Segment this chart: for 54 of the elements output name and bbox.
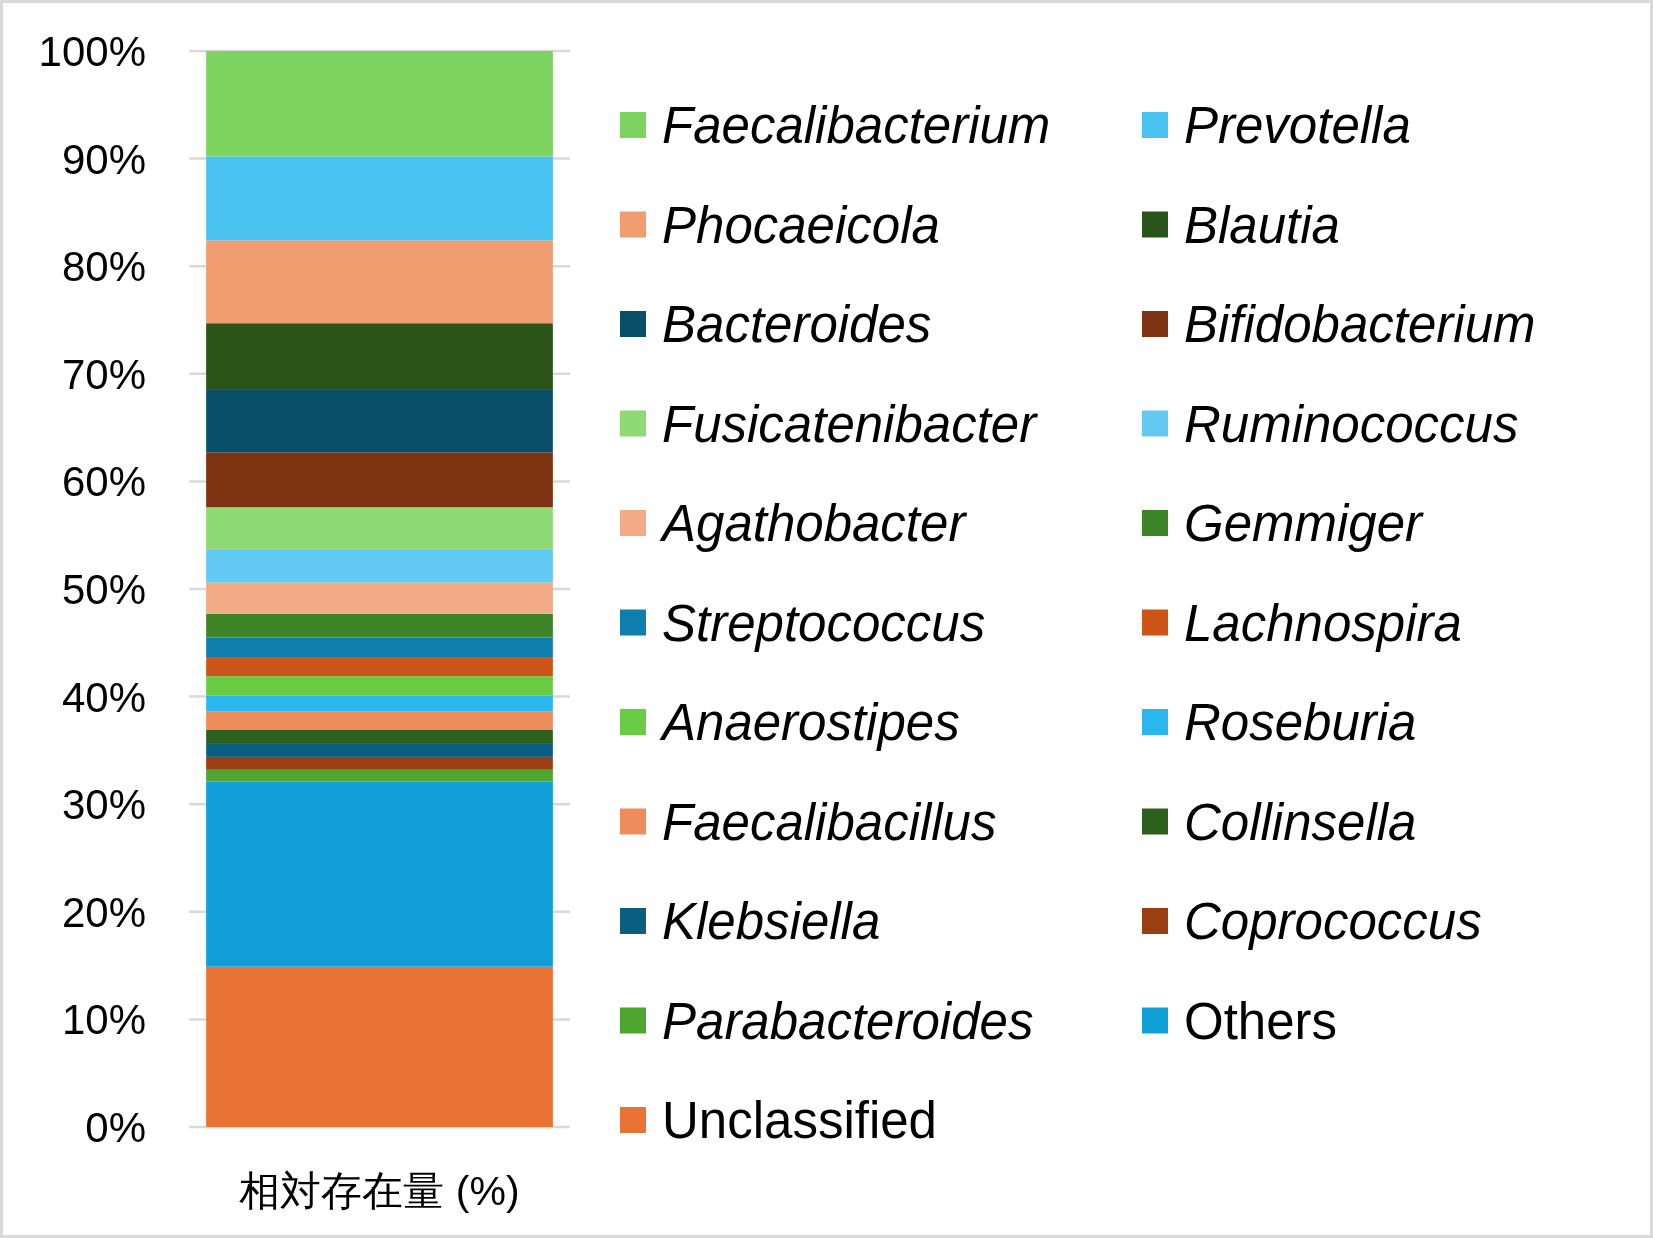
legend-label: Lachnospira bbox=[1184, 594, 1462, 652]
bar bbox=[206, 582, 553, 614]
y-tick-label: 60% bbox=[61, 458, 146, 506]
y-tick-label: 20% bbox=[61, 888, 146, 936]
bar bbox=[206, 389, 553, 453]
x-tick-label: 相対存在量 (%) bbox=[239, 1168, 520, 1214]
legend-label: Prevotella bbox=[1184, 97, 1411, 154]
bar bbox=[206, 966, 553, 1127]
bar bbox=[206, 743, 553, 757]
legend-label: Blautia bbox=[1184, 196, 1340, 254]
y-tick-label: 0% bbox=[85, 1104, 146, 1151]
bar bbox=[206, 711, 553, 730]
bar bbox=[206, 549, 553, 583]
bar bbox=[206, 323, 553, 390]
legend-label: Gemmiger bbox=[1184, 495, 1425, 552]
legend-label: Anaerostipes bbox=[659, 694, 960, 751]
legend-label: Phocaeicola bbox=[662, 196, 940, 254]
bar bbox=[206, 695, 553, 712]
legend-label: Collinsella bbox=[1184, 793, 1417, 851]
bar bbox=[206, 507, 553, 550]
bar bbox=[206, 51, 553, 157]
legend-label: Coprococcus bbox=[1184, 893, 1482, 950]
legend-label: Bifidobacterium bbox=[1184, 296, 1536, 353]
y-tick-label: 30% bbox=[61, 781, 146, 829]
bar bbox=[206, 613, 553, 638]
bar bbox=[206, 240, 553, 324]
legend-label: Unclassified bbox=[662, 1092, 937, 1149]
legend-label: Others bbox=[1184, 992, 1338, 1050]
legend-label: Faecalibacillus bbox=[662, 793, 997, 851]
legend-label: Fusicatenibacter bbox=[662, 395, 1039, 453]
y-tick-label: 80% bbox=[61, 243, 146, 291]
bar bbox=[206, 769, 553, 782]
legend-label: Agathobacter bbox=[659, 495, 968, 552]
bar bbox=[206, 657, 553, 677]
y-tick-label: 10% bbox=[61, 996, 146, 1044]
bar bbox=[206, 729, 553, 744]
legend-label: Bacteroides bbox=[662, 296, 932, 353]
y-tick-label: 40% bbox=[61, 673, 146, 721]
bar bbox=[206, 756, 553, 770]
legend-label: Parabacteroides bbox=[662, 992, 1034, 1050]
legend-label: Faecalibacterium bbox=[662, 97, 1051, 154]
bar bbox=[206, 156, 553, 241]
y-tick-label: 100% bbox=[38, 28, 146, 75]
y-tick-label: 50% bbox=[61, 566, 146, 613]
bar bbox=[206, 452, 553, 508]
legend-label: Streptococcus bbox=[662, 594, 986, 652]
y-tick-label: 70% bbox=[61, 350, 146, 398]
legend-label: Klebsiella bbox=[662, 893, 881, 950]
bar bbox=[206, 676, 553, 696]
y-tick-label: 90% bbox=[61, 135, 146, 183]
legend-label: Ruminococcus bbox=[1184, 395, 1519, 453]
bar bbox=[206, 781, 553, 967]
bar bbox=[206, 637, 553, 658]
legend-label: Roseburia bbox=[1184, 694, 1417, 751]
